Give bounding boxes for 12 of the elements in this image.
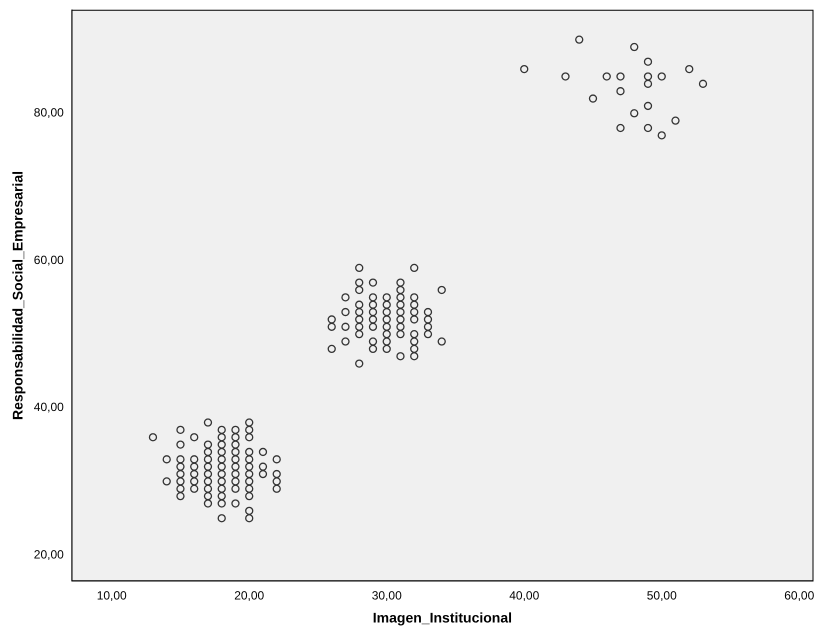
x-tick-label: 10,00 [96, 588, 128, 602]
x-tick-label: 60,00 [784, 588, 815, 602]
y-axis-title: Responsabilidad_Social_Empresarial [9, 171, 26, 420]
y-tick-label: 80,00 [34, 106, 64, 120]
x-tick-label: 40,00 [509, 588, 540, 602]
x-tick-label: 20,00 [234, 588, 265, 602]
y-tick-label: 60,00 [34, 252, 64, 267]
x-tick-label: 50,00 [646, 588, 678, 602]
y-tick-label: 40,00 [34, 400, 64, 414]
y-tick-label: 20,00 [34, 547, 64, 562]
x-tick-label: 30,00 [372, 588, 402, 602]
x-axis-title: Imagen_Institucional [372, 609, 512, 626]
